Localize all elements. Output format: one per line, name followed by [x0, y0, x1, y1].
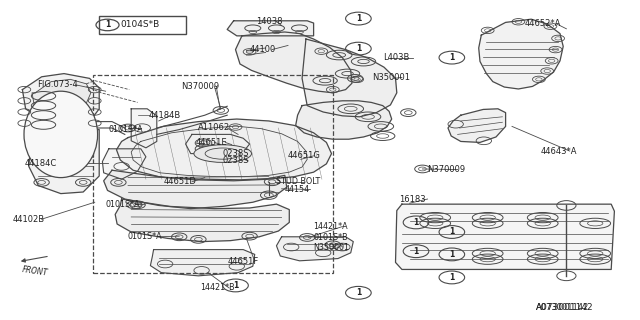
Text: 44652*A: 44652*A — [525, 20, 561, 28]
Text: 1: 1 — [413, 247, 419, 256]
Text: 0101S*A: 0101S*A — [109, 125, 143, 134]
Text: 44184B: 44184B — [149, 111, 181, 120]
Polygon shape — [102, 149, 146, 179]
Polygon shape — [29, 130, 99, 194]
Polygon shape — [236, 32, 352, 93]
Text: 0101S*A: 0101S*A — [106, 200, 140, 209]
Text: 44651E: 44651E — [195, 138, 227, 147]
Polygon shape — [296, 101, 392, 139]
Text: 0101S*B: 0101S*B — [314, 233, 348, 242]
Text: 14421*A: 14421*A — [314, 222, 348, 231]
Text: STUD BOLT: STUD BOLT — [276, 177, 321, 186]
Polygon shape — [186, 134, 250, 154]
Polygon shape — [32, 79, 91, 115]
Polygon shape — [448, 109, 506, 142]
Text: 1: 1 — [449, 228, 454, 236]
Text: N350001: N350001 — [372, 73, 410, 82]
Text: 16183: 16183 — [399, 195, 426, 204]
Text: 1: 1 — [449, 273, 454, 282]
Polygon shape — [104, 170, 287, 209]
Text: 44651F: 44651F — [227, 257, 259, 266]
Circle shape — [246, 50, 253, 53]
Polygon shape — [396, 204, 614, 269]
Text: L403B: L403B — [383, 53, 409, 62]
Text: FIG.073-4: FIG.073-4 — [37, 80, 78, 89]
Ellipse shape — [194, 145, 252, 163]
Text: 14038: 14038 — [256, 17, 282, 26]
Polygon shape — [276, 237, 353, 261]
Text: 0101S*A: 0101S*A — [128, 232, 163, 241]
Text: 0238S: 0238S — [223, 149, 249, 158]
Text: 1: 1 — [233, 281, 238, 290]
Text: 1: 1 — [105, 20, 110, 29]
Text: N370009: N370009 — [428, 165, 466, 174]
Text: A11062: A11062 — [198, 124, 230, 132]
Polygon shape — [22, 74, 99, 125]
Polygon shape — [116, 119, 332, 181]
Text: 0238S: 0238S — [223, 156, 249, 165]
Text: A073001142: A073001142 — [536, 303, 594, 312]
Text: 44102B: 44102B — [13, 215, 45, 224]
Bar — [99, 16, 186, 34]
Polygon shape — [479, 19, 563, 89]
Text: 0104S*B: 0104S*B — [120, 20, 159, 29]
Text: 44643*A: 44643*A — [541, 147, 577, 156]
Text: 14421*B: 14421*B — [200, 284, 234, 292]
Text: 1: 1 — [356, 288, 361, 297]
Text: N370009: N370009 — [181, 82, 220, 91]
Text: 1: 1 — [449, 250, 454, 259]
Polygon shape — [302, 39, 397, 117]
Polygon shape — [131, 109, 157, 148]
Text: 44100: 44100 — [250, 45, 276, 54]
Text: FRONT: FRONT — [22, 265, 49, 277]
Text: 1: 1 — [356, 44, 361, 53]
Text: 1: 1 — [449, 53, 454, 62]
Text: A073001142: A073001142 — [536, 303, 589, 312]
Text: 1: 1 — [413, 218, 419, 227]
Text: 44651G: 44651G — [288, 151, 321, 160]
Polygon shape — [227, 21, 314, 36]
Bar — [93, 75, 333, 273]
Text: 44154: 44154 — [284, 185, 309, 194]
Text: 44184C: 44184C — [24, 159, 56, 168]
Ellipse shape — [24, 91, 97, 178]
Text: 44651D: 44651D — [163, 177, 196, 186]
Polygon shape — [115, 199, 289, 242]
Text: 1: 1 — [356, 14, 361, 23]
Polygon shape — [150, 250, 255, 276]
Text: N350001: N350001 — [314, 243, 349, 252]
